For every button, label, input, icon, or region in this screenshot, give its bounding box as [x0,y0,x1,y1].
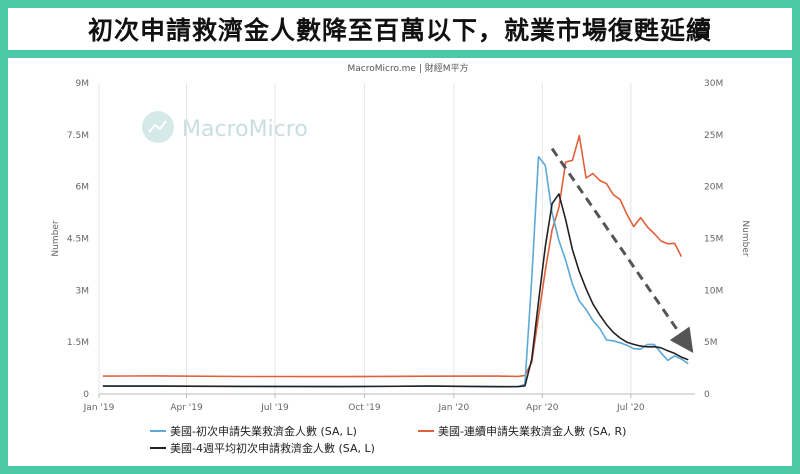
y-left-tick-label: 3M [76,286,90,296]
y-left-tick-label: 0 [83,390,89,400]
y-right-tick-label: 0 [704,390,710,400]
y-right-tick-label: 30M [704,79,723,89]
chart-panel: MacroMicro.me | 財經M平方 MacroMicro Jan '19… [8,58,792,466]
x-tick-label: Jul '20 [616,403,645,413]
y-right-tick-label: 20M [704,183,723,193]
x-tick-label: Oct '19 [348,403,381,413]
y-left-axis-label: Number [51,220,61,256]
watermark-text: MacroMicro [182,117,308,142]
y-left-tick-label: 4.5M [67,235,89,245]
y-right-axis-label: Number [740,220,750,256]
chart-svg: MacroMicro.me | 財經M平方 MacroMicro Jan '19… [51,62,750,455]
legend-label-1: 美國-連續申請失業救濟金人數 (SA, R) [438,424,626,438]
axes: Jan '19 Apr '19 Jul '19 Oct '19 Jan '20 Apr '… [51,79,750,413]
legend-label-2: 美國-4週平均初次申請救濟金人數 (SA, L) [170,441,375,455]
legend: 美國-初次申請失業救濟金人數 (SA, L) 美國-連續申請失業救濟金人數 (SA… [150,424,626,455]
x-tick-label: Apr '20 [526,403,559,413]
grid [98,83,632,394]
y-left-tick-label: 9M [76,79,90,89]
source-label: MacroMicro.me | 財經M平方 [348,62,469,74]
watermark-chart-icon [148,120,167,133]
watermark: MacroMicro [142,111,308,143]
series-group [102,134,689,388]
x-tick-label: Jan '20 [438,403,470,413]
series-line-2 [102,193,689,388]
y-right-tick-label: 5M [704,338,718,348]
series-line-0 [102,155,689,388]
annotations [550,147,694,354]
y-left-tick-label: 7.5M [67,131,89,141]
x-tick-label: Jul '19 [260,403,289,413]
y-right-tick-label: 25M [704,131,723,141]
y-left-tick-label: 1.5M [67,338,89,348]
trend-arrow [550,147,694,354]
y-right-tick-label: 15M [704,235,723,245]
x-tick-label: Apr '19 [170,403,203,413]
chart-title: 初次申請救濟金人數降至百萬以下，就業市場復甦延續 [87,16,712,45]
title-bar: 初次申請救濟金人數降至百萬以下，就業市場復甦延續 [8,8,792,50]
y-right-tick-label: 10M [704,286,723,296]
y-left-tick-label: 6M [76,183,90,193]
legend-label-0: 美國-初次申請失業救濟金人數 (SA, L) [170,424,357,438]
series-line-1 [102,134,683,378]
x-tick-label: Jan '19 [83,403,115,413]
